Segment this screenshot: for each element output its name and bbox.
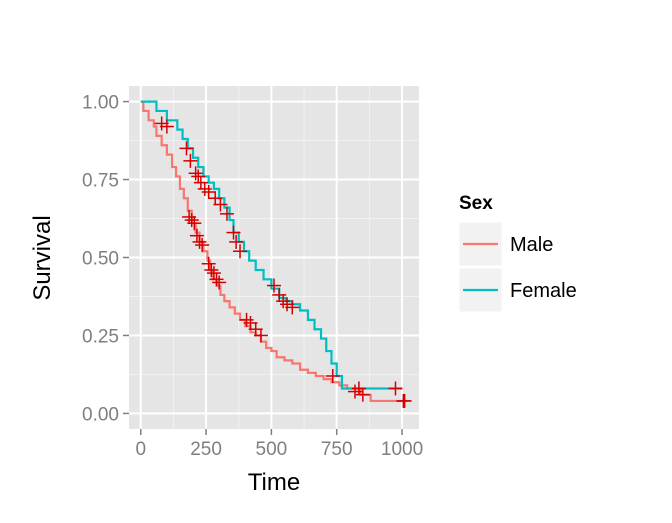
censor-mark-female [226,225,241,240]
censor-mark-female [219,206,234,221]
y-tick-label: 1.00 [82,93,119,114]
major-gridlines [129,86,419,429]
censor-mark-female [325,368,340,383]
censor-mark-female [285,300,300,315]
censor-mark-male [159,119,174,134]
x-axis: 0 250 500 750 1000 [135,429,423,460]
censor-mark-female [179,141,194,156]
y-tick-label: 0.25 [82,326,119,347]
legend: Sex Male Female [458,193,577,313]
x-tick-label: 750 [321,439,353,460]
censor-mark-female [213,197,228,212]
censor-mark-male [192,234,207,249]
censor-mark-male [195,238,210,253]
censor-mark-male [212,275,227,290]
censor-mark-female [229,234,244,249]
censor-mark-male [253,328,268,343]
censor-mark-female [188,166,203,181]
censor-mark-female [388,381,403,396]
series-line-male [140,100,408,403]
legend-item-female: Female [458,267,577,313]
x-tick-label: 250 [190,439,222,460]
y-axis: 0.00 0.25 0.50 0.75 1.00 [82,93,129,425]
legend-item-male: Male [458,221,553,267]
x-tick-label: 1000 [381,439,423,460]
y-tick-label: 0.50 [82,249,119,270]
censor-mark-male [187,216,202,231]
censor-mark-female [201,185,216,200]
censor-mark-male [209,272,224,287]
y-tick-label: 0.75 [82,171,119,192]
legend-title: Sex [459,193,493,214]
censor-mark-female [267,278,281,293]
censor-mark-male [189,228,204,243]
censor-mark-male [184,213,199,228]
legend-items: Male Female [458,221,577,313]
censor-mark-male [204,262,219,277]
x-tick-label: 0 [135,439,146,460]
censor-mark-female [191,169,206,184]
censor-marks [154,116,412,408]
censor-mark-female [183,153,198,168]
legend-label: Female [510,280,577,302]
censor-mark-male [201,256,216,271]
x-tick-label: 500 [256,439,288,460]
censor-mark-female [397,393,412,408]
x-axis-title: Time [248,469,300,496]
y-axis-title: Survival [29,215,56,300]
censor-mark-male [206,266,221,281]
y-tick-label: 0.00 [82,404,119,425]
legend-label: Male [510,234,553,256]
censor-mark-female [233,244,248,259]
censor-mark-female [351,381,366,396]
